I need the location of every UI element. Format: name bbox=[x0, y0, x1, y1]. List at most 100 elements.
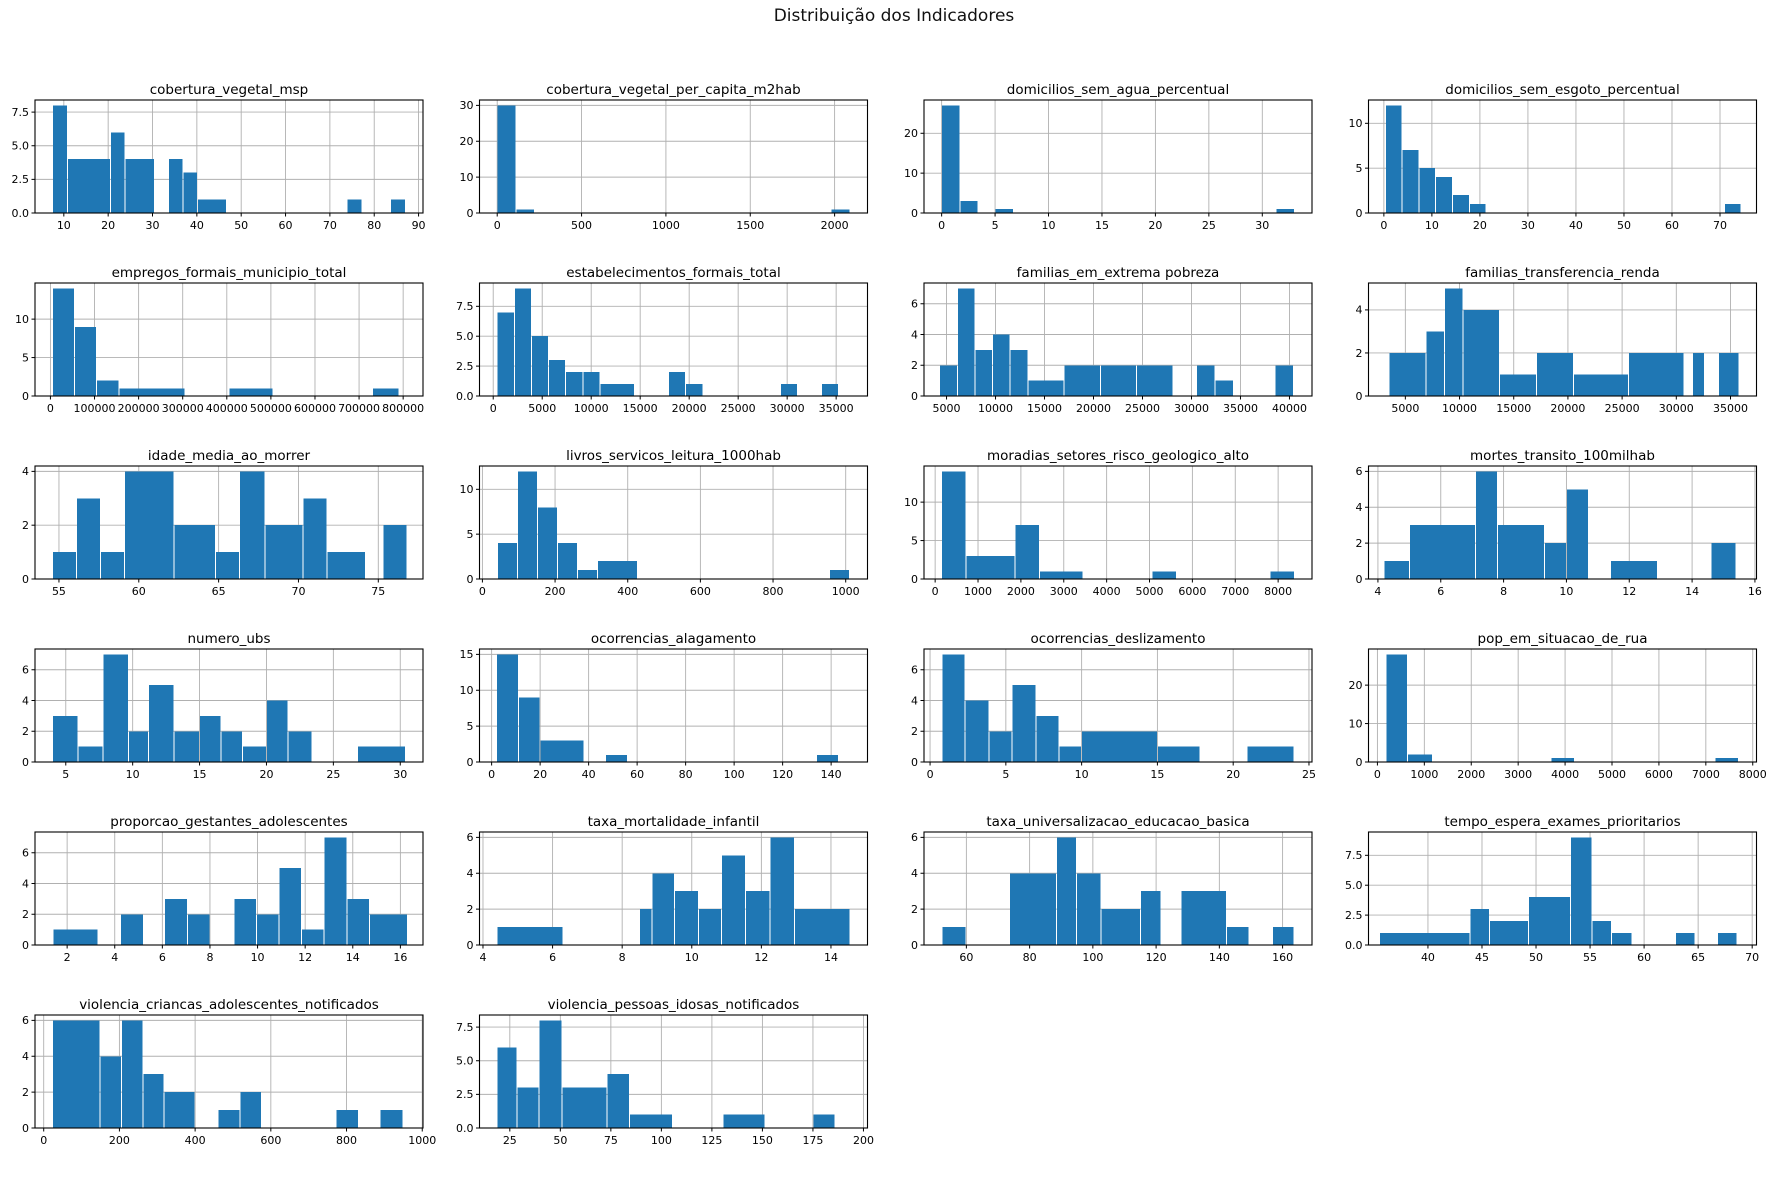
histogram-bar bbox=[496, 654, 518, 762]
x-tick-label: 55 bbox=[1583, 951, 1597, 964]
x-tick-label: 10000 bbox=[574, 402, 609, 415]
x-tick-label: 400 bbox=[185, 1134, 206, 1147]
panel-title: familias_em_extrema pobreza bbox=[1017, 265, 1220, 281]
x-tick-label: 1000 bbox=[652, 219, 680, 232]
x-tick-label: 10 bbox=[57, 219, 71, 232]
histogram-bar bbox=[770, 837, 794, 945]
histogram-bar bbox=[1028, 380, 1064, 396]
y-tick-label: 10 bbox=[904, 496, 918, 509]
histogram-panel-mortes-transito-100milhab: 4 6 8 10 12 14 16 0 2 4 6 mortes_transito_100milhab bbox=[1356, 448, 1762, 598]
x-tick-label: 1500 bbox=[736, 219, 764, 232]
histogram-bar bbox=[100, 552, 124, 579]
x-tick-label: 30 bbox=[1521, 219, 1535, 232]
x-tick-label: 2000 bbox=[1007, 585, 1035, 598]
x-tick-label: 0 bbox=[494, 219, 501, 232]
histogram-bar bbox=[674, 891, 699, 945]
histogram-bar bbox=[995, 209, 1013, 213]
x-tick-label: 15 bbox=[193, 768, 207, 781]
panel-title: domicilios_sem_agua_percentual bbox=[1007, 82, 1229, 98]
y-tick-label: 5.0 bbox=[1345, 879, 1363, 892]
histogram-bar bbox=[1693, 352, 1704, 396]
histogram-bar bbox=[1276, 209, 1294, 213]
histogram-panel-idade-media-ao-morrer: 55 60 65 70 75 0 2 4 idade_media_ao_morrer bbox=[22, 448, 424, 598]
y-tick-label: 0 bbox=[22, 939, 29, 952]
panel-title: mortes_transito_100milhab bbox=[1470, 448, 1655, 464]
histogram-bar bbox=[957, 288, 975, 396]
x-tick-label: 35000 bbox=[1223, 402, 1258, 415]
x-tick-label: 0 bbox=[1374, 768, 1381, 781]
histogram-panel-estabelecimentos-formais-total: 0 5000 10000 15000 20000 25000 30000 35000 0.0 2.… bbox=[456, 265, 869, 415]
x-tick-label: 10 bbox=[126, 768, 140, 781]
histogram-panel-livros-servicos-leitura-1000hab: 0 200 400 600 800 1000 0 5 10 livros_servicos_lei… bbox=[460, 448, 869, 598]
histogram-bar bbox=[497, 927, 563, 945]
y-tick-label: 0.0 bbox=[12, 207, 30, 220]
axes-spine bbox=[923, 648, 1313, 763]
y-tick-label: 10 bbox=[460, 483, 474, 496]
histogram-bar bbox=[288, 731, 312, 762]
panel-title: livros_servicos_leitura_1000hab bbox=[566, 448, 781, 464]
histogram-bar bbox=[518, 471, 538, 579]
histogram-bar bbox=[1010, 349, 1028, 396]
x-tick-label: 60 bbox=[1665, 219, 1679, 232]
axes-spine bbox=[34, 831, 424, 946]
x-tick-label: 6 bbox=[549, 951, 556, 964]
y-tick-label: 20 bbox=[904, 127, 918, 140]
histogram-bar bbox=[67, 159, 110, 213]
histogram-bar bbox=[174, 525, 215, 579]
histogram-bar bbox=[497, 312, 514, 396]
y-tick-label: 5 bbox=[467, 720, 474, 733]
x-tick-label: 45 bbox=[1475, 951, 1489, 964]
y-tick-label: 0 bbox=[467, 756, 474, 769]
histogram-bar bbox=[327, 552, 366, 579]
x-tick-label: 0 bbox=[938, 219, 945, 232]
histogram-panel-domicilios-sem-agua-percentual: 0 5 10 15 20 25 30 0 10 20 domicilios_sem_agua_per… bbox=[904, 82, 1313, 232]
x-tick-label: 10 bbox=[685, 951, 699, 964]
histogram-bar bbox=[942, 105, 960, 213]
histogram-bar bbox=[606, 754, 627, 762]
x-tick-label: 500 bbox=[571, 219, 592, 232]
histogram-bar bbox=[794, 909, 850, 945]
histogram-bar bbox=[1592, 921, 1612, 945]
histogram-bar bbox=[1140, 891, 1161, 945]
x-tick-label: 8 bbox=[206, 951, 213, 964]
panel-title: cobertura_vegetal_per_capita_m2hab bbox=[546, 82, 800, 98]
histogram-bar bbox=[52, 715, 78, 762]
histogram-bar bbox=[813, 1114, 835, 1128]
histogram-bar bbox=[110, 132, 125, 213]
y-tick-label: 4 bbox=[22, 877, 29, 890]
y-tick-label: 2 bbox=[911, 725, 918, 738]
histogram-bar bbox=[1152, 571, 1177, 579]
x-tick-label: 20000 bbox=[1076, 402, 1111, 415]
histogram-bar bbox=[531, 336, 549, 396]
x-tick-label: 500000 bbox=[250, 402, 292, 415]
histogram-panel-violencia-pessoas-idosas-notificados: 25 50 75 100 125 150 175 200 0.0 2.5 5.0 7.5 violenc… bbox=[456, 997, 874, 1147]
histogram-bar bbox=[1463, 309, 1500, 396]
x-tick-label: 4 bbox=[111, 951, 118, 964]
y-tick-label: 2 bbox=[22, 908, 29, 921]
x-tick-label: 70 bbox=[1745, 951, 1759, 964]
x-tick-label: 200000 bbox=[118, 402, 160, 415]
x-tick-label: 150 bbox=[752, 1134, 773, 1147]
y-tick-label: 4 bbox=[1356, 501, 1363, 514]
histogram-bar bbox=[1272, 927, 1294, 945]
x-tick-label: 6000 bbox=[1645, 768, 1673, 781]
x-tick-label: 20 bbox=[1473, 219, 1487, 232]
histogram-bar bbox=[53, 929, 98, 945]
panel-title: ocorrencias_alagamento bbox=[591, 631, 756, 647]
x-tick-label: 0 bbox=[47, 402, 54, 415]
y-tick-label: 2 bbox=[22, 519, 29, 532]
histogram-bar bbox=[538, 507, 558, 579]
panel-title: taxa_mortalidade_infantil bbox=[588, 814, 760, 830]
x-tick-label: 800000 bbox=[382, 402, 424, 415]
histogram-bar bbox=[1566, 489, 1588, 579]
x-tick-label: 600 bbox=[690, 585, 711, 598]
histogram-bar bbox=[1137, 365, 1173, 396]
x-tick-label: 4 bbox=[479, 951, 486, 964]
y-tick-label: 0 bbox=[467, 939, 474, 952]
histogram-bar bbox=[221, 731, 242, 762]
histogram-bar bbox=[966, 555, 1015, 579]
x-tick-label: 14 bbox=[824, 951, 838, 964]
y-tick-label: 5 bbox=[911, 534, 918, 547]
x-tick-label: 30000 bbox=[1659, 402, 1694, 415]
